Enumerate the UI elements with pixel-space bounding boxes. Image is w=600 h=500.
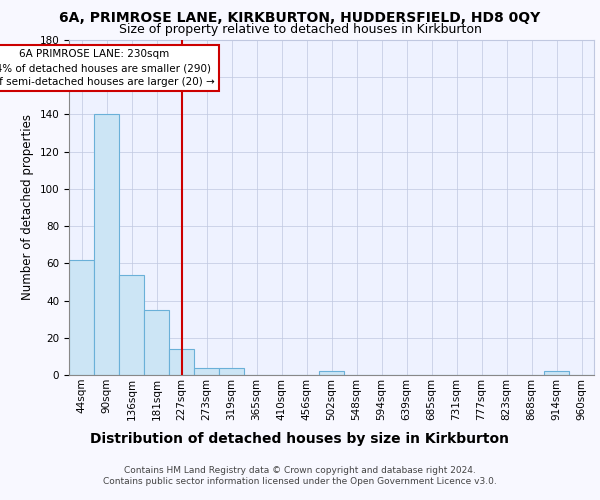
- Text: 6A PRIMROSE LANE: 230sqm
← 94% of detached houses are smaller (290)
6% of semi-d: 6A PRIMROSE LANE: 230sqm ← 94% of detach…: [0, 50, 215, 88]
- Text: Contains public sector information licensed under the Open Government Licence v3: Contains public sector information licen…: [103, 478, 497, 486]
- Bar: [219, 368, 244, 375]
- Bar: [119, 274, 144, 375]
- Bar: [544, 372, 569, 375]
- Bar: [69, 260, 94, 375]
- Bar: [144, 310, 169, 375]
- Text: 6A, PRIMROSE LANE, KIRKBURTON, HUDDERSFIELD, HD8 0QY: 6A, PRIMROSE LANE, KIRKBURTON, HUDDERSFI…: [59, 11, 541, 25]
- Text: Contains HM Land Registry data © Crown copyright and database right 2024.: Contains HM Land Registry data © Crown c…: [124, 466, 476, 475]
- Bar: [169, 349, 194, 375]
- Y-axis label: Number of detached properties: Number of detached properties: [21, 114, 34, 300]
- Bar: [319, 372, 344, 375]
- Bar: [194, 368, 219, 375]
- Bar: [94, 114, 119, 375]
- Text: Distribution of detached houses by size in Kirkburton: Distribution of detached houses by size …: [91, 432, 509, 446]
- Text: Size of property relative to detached houses in Kirkburton: Size of property relative to detached ho…: [119, 22, 481, 36]
